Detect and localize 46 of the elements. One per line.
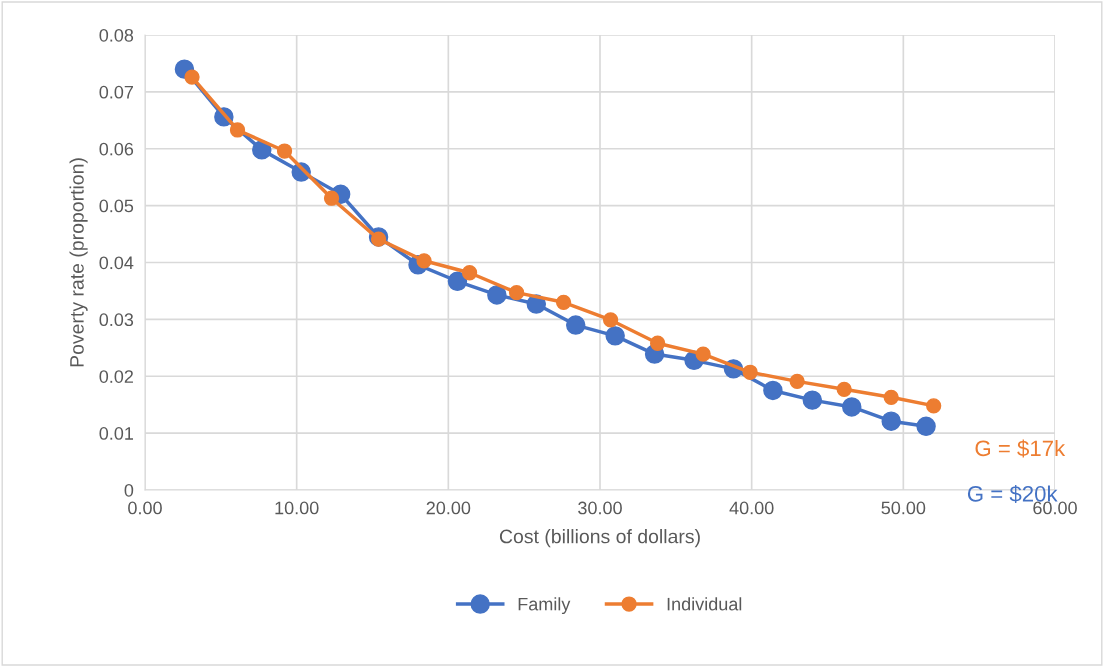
y-tick-label: 0.02 xyxy=(99,370,133,383)
legend-label: Individual xyxy=(667,597,742,611)
x-tick-label: 60.00 xyxy=(1033,501,1077,515)
point xyxy=(566,315,586,335)
y-tick-label: 0.05 xyxy=(99,199,134,213)
point xyxy=(461,265,478,281)
y-tick-label: 0.01 xyxy=(99,427,134,440)
y-tick-label: 0.04 xyxy=(99,256,134,270)
y-tick-label: 0.08 xyxy=(99,28,134,42)
point xyxy=(487,285,507,305)
y-tick-label: 0 xyxy=(124,483,134,497)
annotation: G = $20k xyxy=(967,485,1058,504)
point xyxy=(649,335,666,351)
x-tick-label: 40.00 xyxy=(729,501,774,515)
x-tick-label: 0.00 xyxy=(128,501,162,515)
point xyxy=(842,397,862,417)
point xyxy=(926,398,942,414)
y-tick-label: 0.07 xyxy=(99,85,133,99)
point xyxy=(416,253,432,269)
point xyxy=(695,346,711,362)
annotation: G = $17k xyxy=(975,439,1066,458)
point xyxy=(836,381,852,397)
y-tick-label: 0.03 xyxy=(99,313,134,327)
point xyxy=(881,411,901,431)
point xyxy=(742,364,758,380)
y-axis-title: Poverty rate (proportion) xyxy=(69,158,88,367)
legend-label: Family xyxy=(518,597,571,615)
x-tick-label: 20.00 xyxy=(426,501,471,515)
point xyxy=(508,285,525,301)
point xyxy=(555,294,572,310)
point xyxy=(883,389,899,405)
point xyxy=(447,271,468,291)
point xyxy=(802,390,823,410)
x-tick-label: 10.00 xyxy=(275,501,319,515)
point xyxy=(276,143,293,159)
point xyxy=(763,380,783,401)
x-axis-title: Cost (billions of dollars) xyxy=(499,529,700,548)
point xyxy=(323,190,340,206)
point xyxy=(789,373,805,390)
y-tick-label: 0.06 xyxy=(99,142,134,156)
x-tick-label: 30.00 xyxy=(578,501,622,515)
x-tick-label: 50.00 xyxy=(881,501,926,515)
point xyxy=(605,326,625,346)
point xyxy=(602,312,619,328)
point xyxy=(229,122,246,138)
point xyxy=(916,416,936,437)
